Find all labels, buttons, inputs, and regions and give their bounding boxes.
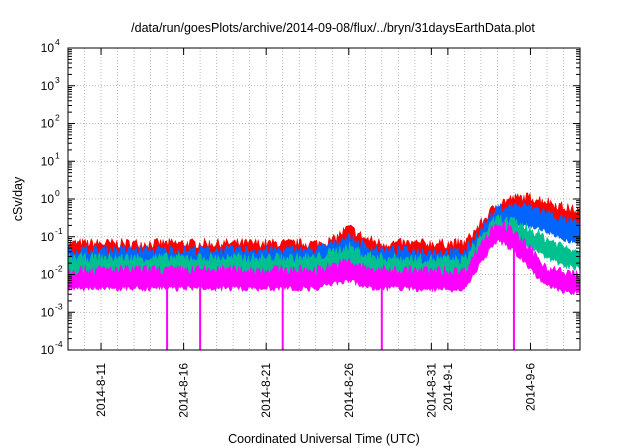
y-tick-exponent: -1 xyxy=(55,226,63,236)
y-tick-exponent: 4 xyxy=(55,37,60,47)
y-tick-label: 10 xyxy=(41,154,55,168)
x-axis-label: Coordinated Universal Time (UTC) xyxy=(228,432,420,446)
y-tick-label: 10 xyxy=(41,117,55,131)
y-tick-exponent: 2 xyxy=(55,113,60,123)
y-axis-label: cSv/day xyxy=(11,176,25,221)
x-tick-label: 2014-9-1 xyxy=(441,363,455,411)
y-tick-exponent: 3 xyxy=(55,75,60,85)
chart-title: /data/run/goesPlots/archive/2014-09-08/f… xyxy=(131,21,535,35)
y-tick-label: 10 xyxy=(41,230,55,244)
x-tick-label: 2014-8-26 xyxy=(342,363,356,418)
x-tick-label: 2014-8-11 xyxy=(94,363,108,417)
tick-marks xyxy=(68,47,580,351)
y-tick-exponent: -4 xyxy=(55,339,63,349)
y-tick-label: 10 xyxy=(41,343,55,357)
y-tick-exponent: 1 xyxy=(55,150,60,160)
x-tick-label: 2014-8-16 xyxy=(177,363,191,418)
y-tick-label: 10 xyxy=(41,192,55,206)
grid-lines xyxy=(68,47,580,351)
y-tick-label: 10 xyxy=(41,305,55,319)
x-tick-label: 2014-8-21 xyxy=(259,363,273,418)
y-tick-exponent: -2 xyxy=(55,264,63,274)
y-tick-label: 10 xyxy=(41,79,55,93)
x-tick-label: 2014-9-6 xyxy=(523,363,537,411)
y-tick-exponent: -3 xyxy=(55,301,63,311)
y-tick-exponent: 0 xyxy=(55,188,60,198)
y-tick-label: 10 xyxy=(41,268,55,282)
x-tick-labels: 2014-8-11 2014-8-16 2014-8-21 2014-8-26 2014… xyxy=(94,363,537,418)
y-tick-label: 10 xyxy=(41,41,55,55)
x-tick-label: 2014-8-31 xyxy=(424,363,438,418)
